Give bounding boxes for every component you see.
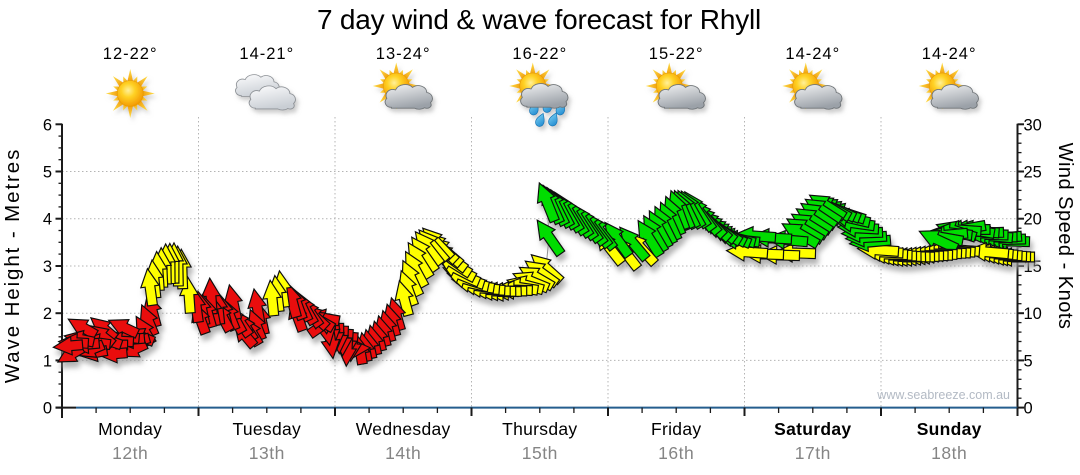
- svg-text:12-22°: 12-22°: [103, 45, 158, 63]
- svg-text:14-24°: 14-24°: [922, 45, 977, 63]
- svg-text:6: 6: [43, 116, 52, 134]
- svg-text:Monday: Monday: [98, 419, 162, 439]
- svg-text:www.seabreeze.com.au: www.seabreeze.com.au: [876, 388, 1010, 402]
- svg-text:12th: 12th: [112, 443, 148, 463]
- svg-text:1: 1: [43, 352, 52, 370]
- svg-text:14th: 14th: [385, 443, 421, 463]
- svg-text:5: 5: [43, 164, 52, 182]
- svg-text:30: 30: [1024, 116, 1042, 134]
- svg-text:0: 0: [1024, 400, 1033, 418]
- svg-text:5: 5: [1024, 352, 1033, 370]
- svg-text:14-21°: 14-21°: [239, 45, 294, 63]
- svg-text:Wednesday: Wednesday: [356, 419, 451, 439]
- svg-text:Sunday: Sunday: [917, 419, 982, 439]
- svg-text:20: 20: [1024, 211, 1042, 229]
- svg-text:2: 2: [43, 305, 52, 323]
- svg-text:13th: 13th: [249, 443, 285, 463]
- svg-text:18th: 18th: [931, 443, 967, 463]
- svg-text:Tuesday: Tuesday: [233, 419, 302, 439]
- svg-text:16th: 16th: [658, 443, 694, 463]
- svg-text:14-24°: 14-24°: [785, 45, 840, 63]
- svg-text:17th: 17th: [795, 443, 831, 463]
- svg-text:13-24°: 13-24°: [376, 45, 431, 63]
- svg-text:0: 0: [43, 400, 52, 418]
- svg-text:Saturday: Saturday: [774, 419, 851, 439]
- svg-text:3: 3: [43, 258, 52, 276]
- svg-text:7 day wind & wave forecast for: 7 day wind & wave forecast for Rhyll: [317, 4, 761, 35]
- svg-text:15-22°: 15-22°: [649, 45, 704, 63]
- svg-text:16-22°: 16-22°: [512, 45, 567, 63]
- svg-text:25: 25: [1024, 164, 1042, 182]
- svg-text:Friday: Friday: [651, 419, 701, 439]
- svg-text:Thursday: Thursday: [502, 419, 577, 439]
- svg-text:Wind Speed - Knots: Wind Speed - Knots: [1054, 143, 1076, 330]
- svg-text:15th: 15th: [522, 443, 558, 463]
- svg-text:10: 10: [1024, 305, 1042, 323]
- svg-text:4: 4: [43, 211, 52, 229]
- svg-text:Wave Height - Metres: Wave Height - Metres: [1, 148, 24, 383]
